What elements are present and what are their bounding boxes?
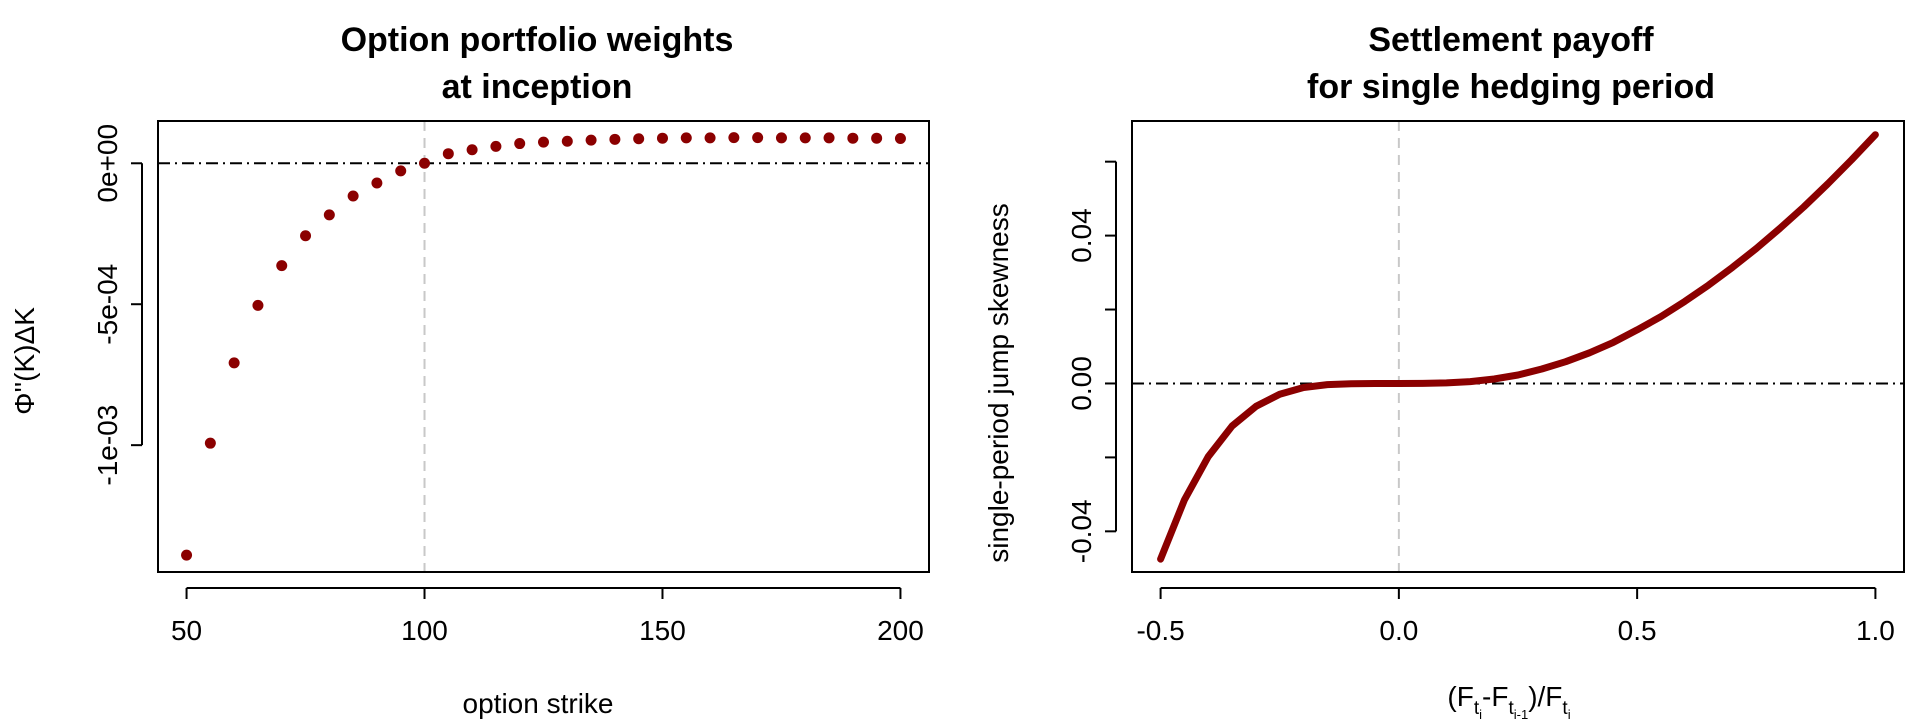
chart-left-data-point <box>847 132 859 144</box>
chart-left-data-point <box>419 157 431 169</box>
chart-left-data-point <box>752 132 764 144</box>
chart-left-data-point <box>633 133 645 145</box>
chart-left-data-point <box>204 437 216 449</box>
chart-right-y-tick-label: 0.04 <box>1066 208 1097 263</box>
chart-left-data-point <box>561 135 573 147</box>
chart-right-x-tick-label: 0.5 <box>1618 615 1657 646</box>
chart-right-plot-area: -0.5 0.0 0.5 1.0 -0.04 0.00 0.04 <box>1066 120 1905 646</box>
chart-left-data-point <box>609 133 621 145</box>
chart-right-ylabel: single-period jump skewness <box>983 203 1014 563</box>
chart-left-data-point <box>252 299 264 311</box>
chart-left-data-point <box>371 177 383 189</box>
chart-left-data-point <box>347 190 359 202</box>
chart-right-x-tick-label: 1.0 <box>1856 615 1895 646</box>
chart-left-data-point <box>514 138 526 150</box>
chart-left-plot-area: 50 100 150 200 -1e-03 -5e-04 0e+00 <box>92 120 930 646</box>
chart-right-y-tick-label: 0.00 <box>1066 356 1097 411</box>
chart-left-data-point <box>799 132 811 144</box>
chart-right-xlabel-sub: t <box>1508 698 1514 719</box>
chart-right: Settlement payoff for single hedging per… <box>983 21 1905 720</box>
chart-left-data-point <box>323 209 335 221</box>
chart-right-xlabel-sub: t <box>1562 698 1568 719</box>
chart-left-data-point <box>656 132 668 144</box>
chart-right-x-tick-label: -0.5 <box>1136 615 1184 646</box>
chart-right-xlabel-part: )/F <box>1528 681 1562 712</box>
chart-right-xlabel-part: (F <box>1447 681 1473 712</box>
chart-left-x-tick-label: 50 <box>171 615 202 646</box>
chart-left-data-point <box>395 165 407 177</box>
chart-right-x-tick-label: 0.0 <box>1379 615 1418 646</box>
chart-left-data-point <box>538 136 549 148</box>
chart-left-data-point <box>704 132 716 144</box>
chart-left-title-line2: at inception <box>442 68 633 106</box>
chart-right-y-tick-label: -0.04 <box>1066 499 1097 563</box>
chart-left-xlabel: option strike <box>463 688 614 719</box>
chart-left-data-point <box>181 549 193 561</box>
chart-right-title-line2: for single hedging period <box>1307 68 1715 106</box>
chart-left-data-point <box>300 230 312 242</box>
chart-right-xlabel-subsub: i <box>1568 707 1571 720</box>
chart-right-frame <box>1131 120 1905 573</box>
chart-left-data-point <box>894 132 906 144</box>
chart-left-data-point <box>585 134 597 146</box>
chart-left-y-tick-label: 0e+00 <box>92 124 123 203</box>
chart-left-data-point <box>228 357 240 369</box>
chart-left-data-point <box>466 144 478 156</box>
chart-left-data-point <box>871 132 883 144</box>
chart-left-x-tick-label: 200 <box>877 615 924 646</box>
chart-left-data-point <box>490 140 502 152</box>
chart-left-data-point <box>728 132 740 144</box>
chart-left-data-point <box>823 132 835 144</box>
chart-left-y-tick-label: -5e-04 <box>92 264 123 345</box>
chart-left-frame <box>157 120 930 573</box>
chart-left: Option portfolio weights at inception op… <box>9 21 930 719</box>
chart-left-data-point <box>442 148 454 160</box>
chart-right-title-line1: Settlement payoff <box>1368 21 1654 59</box>
chart-left-data-point <box>276 260 288 272</box>
chart-right-xlabel-subsub: i-1 <box>1514 707 1528 720</box>
chart-left-x-tick-label: 100 <box>401 615 448 646</box>
chart-left-title-line1: Option portfolio weights <box>341 21 734 59</box>
chart-right-series-line <box>1157 131 1879 563</box>
chart-left-data-point <box>680 132 692 144</box>
chart-left-x-tick-label: 150 <box>639 615 686 646</box>
chart-right-xlabel: (Fti-Fti-1)/Fti <box>1447 681 1570 720</box>
chart-right-xlabel-sub: t <box>1474 698 1480 719</box>
chart-left-ylabel: Φ''(K)ΔK <box>9 307 40 415</box>
chart-right-xlabel-subsub: i <box>1479 707 1482 720</box>
chart-right-xlabel-part: -F <box>1482 681 1508 712</box>
chart-left-data-point <box>775 132 787 144</box>
chart-left-y-tick-label: -1e-03 <box>92 405 123 486</box>
